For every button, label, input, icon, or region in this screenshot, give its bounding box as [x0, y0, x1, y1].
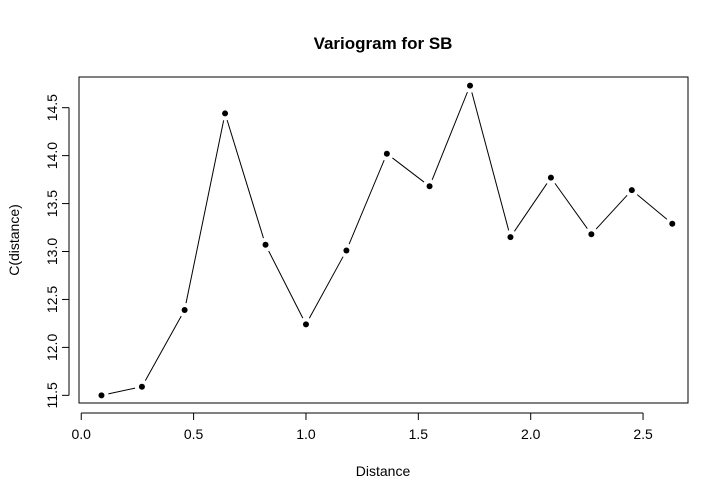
- data-point: [98, 392, 105, 399]
- data-point: [181, 306, 188, 313]
- y-tick-label: 14.0: [44, 142, 60, 169]
- x-tick-label: 0.5: [184, 426, 204, 442]
- plot-frame: [78, 76, 689, 404]
- data-point: [302, 321, 309, 328]
- data-point: [588, 231, 595, 238]
- data-point: [138, 383, 145, 390]
- x-axis-label: Distance: [356, 463, 411, 479]
- series-segment: [595, 194, 628, 230]
- series-segment: [185, 120, 225, 304]
- series-segment: [471, 92, 510, 231]
- x-tick-label: 2.5: [633, 426, 653, 442]
- y-tick-label: 14.5: [44, 94, 60, 121]
- series-line: [108, 91, 668, 395]
- series-segment: [308, 256, 344, 319]
- x-tick-label: 0.0: [72, 426, 92, 442]
- series-segment: [636, 194, 668, 220]
- series-segment: [392, 157, 425, 183]
- y-tick-label: 13.0: [44, 238, 60, 265]
- data-point: [547, 174, 554, 181]
- data-points: [98, 82, 676, 399]
- x-axis: 0.0 0.5 1.0 1.5 2.0 2.5: [72, 412, 653, 442]
- data-point: [343, 247, 350, 254]
- series-segment: [348, 159, 385, 245]
- data-point: [628, 187, 635, 194]
- data-point: [507, 234, 514, 241]
- data-point: [426, 183, 433, 190]
- series-segment: [108, 387, 136, 395]
- data-point: [222, 110, 229, 117]
- x-tick-label: 1.5: [409, 426, 429, 442]
- series-segment: [431, 91, 468, 180]
- y-axis-label: C(distance): [6, 204, 22, 276]
- y-tick-label: 12.5: [44, 286, 60, 313]
- x-tick-label: 1.0: [296, 426, 316, 442]
- data-point: [467, 82, 474, 89]
- series-segment: [144, 315, 182, 381]
- y-tick-label: 12.0: [44, 334, 60, 361]
- series-segment: [226, 119, 264, 239]
- series-segment: [554, 183, 588, 229]
- y-tick-label: 11.5: [44, 382, 60, 408]
- x-tick-label: 2.0: [521, 426, 541, 442]
- series-segment: [513, 183, 548, 232]
- y-tick-label: 13.5: [44, 190, 60, 217]
- series-segment: [268, 250, 304, 319]
- y-axis: 11.5 12.0 12.5 13.0 13.5 14.0 14.5: [44, 94, 70, 408]
- data-point: [383, 150, 390, 157]
- data-point: [669, 220, 676, 227]
- data-point: [262, 241, 269, 248]
- chart-title: Variogram for SB: [314, 34, 453, 53]
